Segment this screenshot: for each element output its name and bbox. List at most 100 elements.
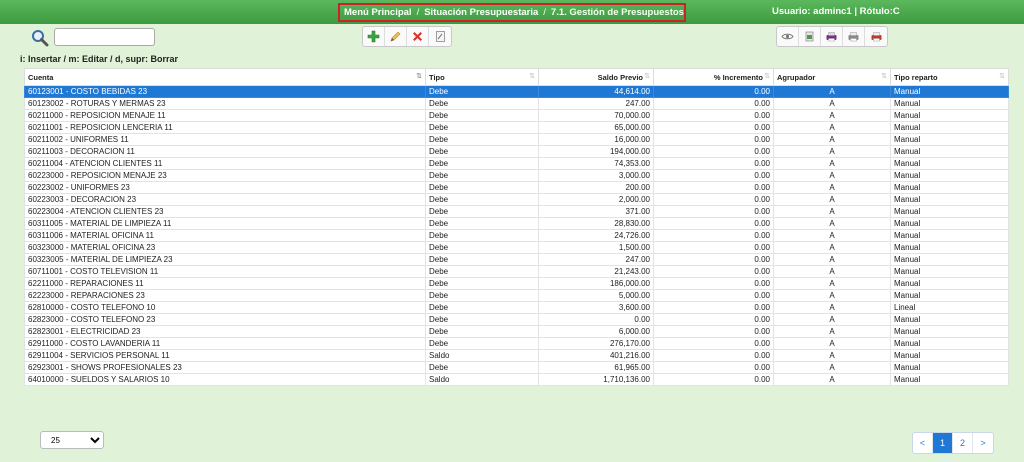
cell-tipo-reparto: Manual	[890, 277, 1009, 290]
cell-cuenta: 60123001 - COSTO BEBIDAS 23	[24, 85, 426, 98]
top-bar: Menú Principal / Situación Presupuestari…	[0, 0, 1024, 24]
cell-tipo: Debe	[425, 325, 539, 338]
cell-tipo-reparto: Manual	[890, 253, 1009, 266]
breadcrumb-menu-principal[interactable]: Menú Principal	[344, 7, 412, 18]
cell-incremento: 0.00	[653, 313, 774, 326]
cell-saldo-previo: 3,600.00	[538, 301, 654, 314]
column-header-cuenta[interactable]: Cuenta ⇅	[24, 68, 426, 86]
page-size-select[interactable]: 25	[40, 431, 104, 449]
cell-incremento: 0.00	[653, 361, 774, 374]
delete-button[interactable]	[407, 27, 429, 46]
table-row[interactable]: 60223003 - DECORACION 23 Debe 2,000.00 0.00…	[24, 193, 1009, 206]
cell-tipo-reparto: Manual	[890, 181, 1009, 194]
cell-tipo-reparto: Manual	[890, 157, 1009, 170]
cell-saldo-previo: 247.00	[538, 97, 654, 110]
cell-agrupador: A	[773, 373, 891, 386]
column-header-tipo[interactable]: Tipo ⇅	[425, 68, 539, 86]
table-row[interactable]: 62823001 - ELECTRICIDAD 23 Debe 6,000.00 0.…	[24, 325, 1009, 338]
table-row[interactable]: 60211002 - UNIFORMES 11 Debe 16,000.00 0.00…	[24, 133, 1009, 146]
table-row[interactable]: 60211001 - REPOSICION LENCERIA 11 Debe 65,…	[24, 121, 1009, 134]
cell-cuenta: 60311006 - MATERIAL OFICINA 11	[24, 229, 426, 242]
eye-icon	[781, 33, 794, 40]
table-row[interactable]: 64010000 - SUELDOS Y SALARIOS 10 Saldo 1,7…	[24, 373, 1009, 386]
cell-tipo: Debe	[425, 181, 539, 194]
table-row[interactable]: 60223004 - ATENCION CLIENTES 23 Debe 371.0…	[24, 205, 1009, 218]
table-row[interactable]: 60123002 - ROTURAS Y MERMAS 23 Debe 247.00…	[24, 97, 1009, 110]
table-row[interactable]: 62823000 - COSTO TELEFONO 23 Debe 0.00 0.00…	[24, 313, 1009, 326]
cell-incremento: 0.00	[653, 337, 774, 350]
cell-saldo-previo: 44,614.00	[538, 85, 654, 98]
add-button[interactable]	[363, 27, 385, 46]
pagination-next-button[interactable]: >	[980, 438, 986, 448]
cell-cuenta: 60211001 - REPOSICION LENCERIA 11	[24, 121, 426, 134]
table-row[interactable]: 60223000 - REPOSICION MENAJE 23 Debe 3,000…	[24, 169, 1009, 182]
cell-incremento: 0.00	[653, 145, 774, 158]
sort-icon: ⇅	[881, 73, 887, 80]
table-row[interactable]: 60211000 - REPOSICION MENAJE 11 Debe 70,00…	[24, 109, 1009, 122]
print-icon	[826, 32, 837, 42]
cell-tipo-reparto: Manual	[890, 313, 1009, 326]
breadcrumb-situacion-presupuestaria[interactable]: Situación Presupuestaria	[424, 7, 539, 18]
table-row[interactable]: 62810000 - COSTO TELEFONO 10 Debe 3,600.00…	[24, 301, 1009, 314]
cell-tipo: Debe	[425, 301, 539, 314]
cell-tipo: Debe	[425, 277, 539, 290]
cell-tipo: Debe	[425, 109, 539, 122]
table-row[interactable]: 60123001 - COSTO BEBIDAS 23 Debe 44,614.00…	[24, 85, 1009, 98]
cell-incremento: 0.00	[653, 121, 774, 134]
table-row[interactable]: 60323005 - MATERIAL DE LIMPIEZA 23 Debe 24…	[24, 253, 1009, 266]
column-header-incremento[interactable]: % Incremento ⇅	[653, 68, 774, 86]
table-row[interactable]: 62211000 - REPARACIONES 11 Debe 186,000.00…	[24, 277, 1009, 290]
add-icon	[367, 30, 380, 43]
cell-cuenta: 62911000 - COSTO LAVANDERIA 11	[24, 337, 426, 350]
cell-agrupador: A	[773, 121, 891, 134]
cell-agrupador: A	[773, 205, 891, 218]
cell-tipo: Debe	[425, 241, 539, 254]
table-row[interactable]: 60311005 - MATERIAL DE LIMPIEZA 11 Debe 28…	[24, 217, 1009, 230]
table-row[interactable]: 62923001 - SHOWS PROFESIONALES 23 Debe 61,…	[24, 361, 1009, 374]
cell-saldo-previo: 276,170.00	[538, 337, 654, 350]
clear-button[interactable]	[429, 27, 451, 46]
cell-tipo: Debe	[425, 97, 539, 110]
view-button[interactable]	[777, 27, 799, 46]
pagination: <1 2 >	[912, 432, 994, 454]
cell-tipo-reparto: Manual	[890, 337, 1009, 350]
cell-cuenta: 62223000 - REPARACIONES 23	[24, 289, 426, 302]
cell-saldo-previo: 3,000.00	[538, 169, 654, 182]
cell-incremento: 0.00	[653, 325, 774, 338]
cell-tipo: Debe	[425, 121, 539, 134]
cell-saldo-previo: 1,500.00	[538, 241, 654, 254]
column-header-tipo-reparto[interactable]: Tipo reparto ⇅	[890, 68, 1009, 86]
cell-tipo-reparto: Manual	[890, 241, 1009, 254]
table-row[interactable]: 60711001 - COSTO TELEVISION 11 Debe 21,243…	[24, 265, 1009, 278]
table-row[interactable]: 60323000 - MATERIAL OFICINA 23 Debe 1,500.…	[24, 241, 1009, 254]
edit-button[interactable]	[385, 27, 407, 46]
search-input[interactable]	[54, 28, 155, 46]
print-button[interactable]	[821, 27, 843, 46]
table-row[interactable]: 62911004 - SERVICIOS PERSONAL 11 Saldo 401…	[24, 349, 1009, 362]
cell-incremento: 0.00	[653, 301, 774, 314]
cell-agrupador: A	[773, 109, 891, 122]
cell-tipo-reparto: Manual	[890, 109, 1009, 122]
pagination-page-1[interactable]: 1	[933, 433, 953, 453]
cell-incremento: 0.00	[653, 181, 774, 194]
table-row[interactable]: 60211004 - ATENCION CLIENTES 11 Debe 74,35…	[24, 157, 1009, 170]
table-row[interactable]: 62911000 - COSTO LAVANDERIA 11 Debe 276,17…	[24, 337, 1009, 350]
cell-incremento: 0.00	[653, 349, 774, 362]
cell-agrupador: A	[773, 337, 891, 350]
pagination-page-2[interactable]: 2	[953, 433, 973, 453]
export-icon	[805, 31, 814, 42]
cell-tipo: Debe	[425, 85, 539, 98]
table-row[interactable]: 60223002 - UNIFORMES 23 Debe 200.00 0.00 A Ma…	[24, 181, 1009, 194]
cell-agrupador: A	[773, 325, 891, 338]
column-header-agrupador[interactable]: Agrupador ⇅	[773, 68, 891, 86]
pagination-prev-button[interactable]: <	[913, 433, 933, 453]
table-row[interactable]: 62223000 - REPARACIONES 23 Debe 5,000.00 0.…	[24, 289, 1009, 302]
pdf-button[interactable]	[865, 27, 887, 46]
export-button[interactable]	[799, 27, 821, 46]
column-header-saldo-previo[interactable]: Saldo Previo ⇅	[538, 68, 654, 86]
cell-cuenta: 60223004 - ATENCION CLIENTES 23	[24, 205, 426, 218]
table-row[interactable]: 60211003 - DECORACION 11 Debe 194,000.00 0.…	[24, 145, 1009, 158]
printer-button[interactable]	[843, 27, 865, 46]
table-row[interactable]: 60311006 - MATERIAL OFICINA 11 Debe 24,726…	[24, 229, 1009, 242]
search-icon[interactable]	[30, 29, 50, 47]
